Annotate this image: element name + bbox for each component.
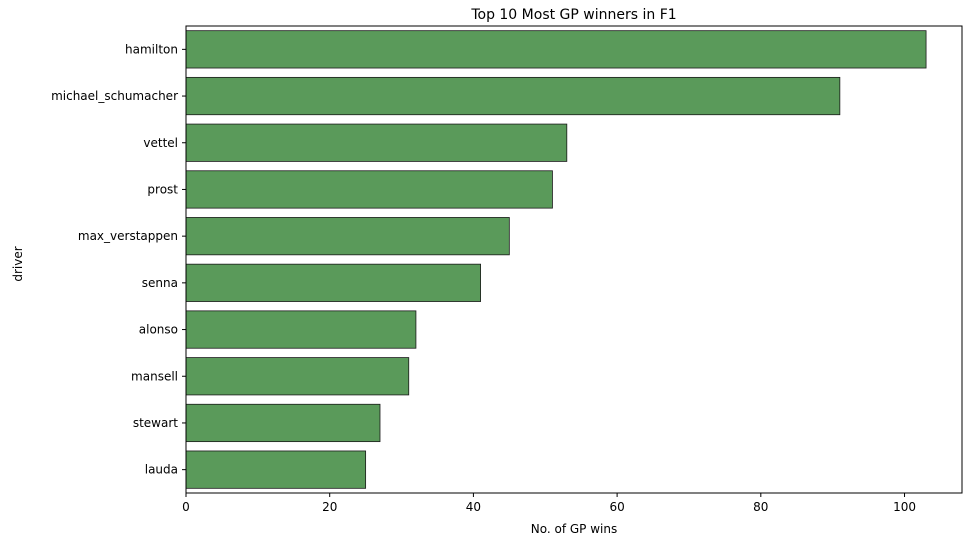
bar-stewart xyxy=(185,403,381,443)
y-tick-label: senna xyxy=(142,276,178,290)
x-tick-label: 80 xyxy=(753,500,768,514)
bar-senna xyxy=(185,263,481,302)
y-tick-label: michael_schumacher xyxy=(51,89,178,103)
bars-group xyxy=(185,30,927,489)
x-tick-label: 60 xyxy=(609,500,624,514)
bar-hamilton xyxy=(185,30,927,69)
bar-max_verstappen xyxy=(185,217,510,256)
y-axis-label: driver xyxy=(11,246,25,281)
y-tick-label: prost xyxy=(147,182,178,196)
x-tick-label: 20 xyxy=(322,500,337,514)
x-ticks-group: 0 20 40 60 80 100 xyxy=(182,493,916,514)
plot-frame xyxy=(185,25,963,494)
x-tick-label: 40 xyxy=(466,500,481,514)
y-tick-label: max_verstappen xyxy=(78,229,178,243)
bar-mansell xyxy=(185,357,410,396)
x-tick-label: 100 xyxy=(893,500,916,514)
y-tick-label: lauda xyxy=(145,463,178,477)
bar-alonso xyxy=(185,310,417,349)
x-tick-label: 0 xyxy=(182,500,190,514)
x-axis-label: No. of GP wins xyxy=(531,522,617,536)
y-tick-label: stewart xyxy=(133,416,178,430)
y-tick-label: vettel xyxy=(143,136,178,150)
bar-michael_schumacher xyxy=(185,76,841,116)
bar-prost xyxy=(185,170,553,209)
bar-vettel xyxy=(185,123,568,162)
chart-title: Top 10 Most GP winners in F1 xyxy=(470,7,676,23)
bar-lauda xyxy=(185,450,367,489)
y-tick-label: alonso xyxy=(139,323,178,337)
y-tick-label: mansell xyxy=(131,369,178,383)
y-tick-label: hamilton xyxy=(125,42,178,56)
